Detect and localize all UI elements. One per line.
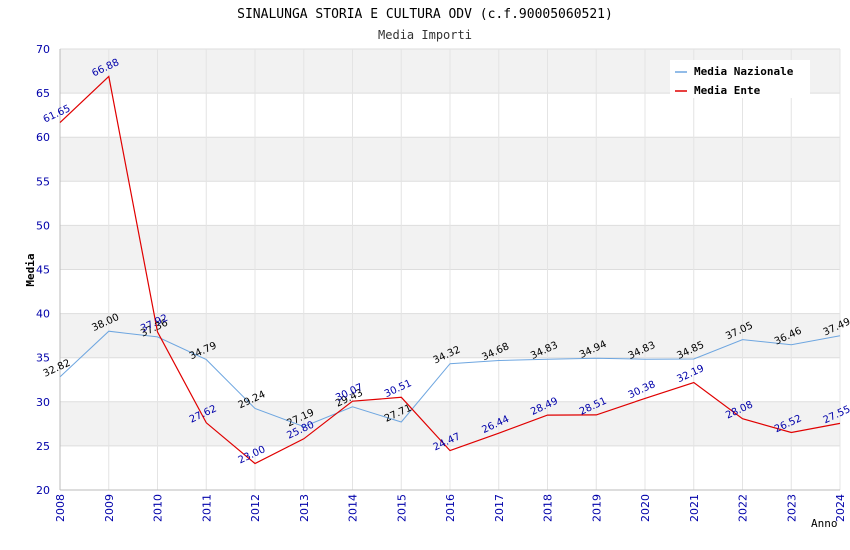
legend-label-ente: Media Ente — [694, 84, 761, 97]
legend-box — [670, 60, 810, 98]
data-label-ente: 23.00 — [237, 444, 268, 466]
chart-title: SINALUNGA STORIA E CULTURA ODV (c.f.9000… — [237, 7, 613, 22]
x-tick-label: 2010 — [152, 494, 165, 522]
data-label-ente: 32.19 — [675, 363, 706, 385]
series-line-nazionale — [59, 330, 841, 428]
x-tick-label: 2008 — [54, 494, 67, 522]
data-label-ente: 61.65 — [42, 103, 73, 125]
y-tick-label: 20 — [36, 484, 50, 497]
x-axis-label: Anno — [811, 517, 838, 530]
series-line-ente — [59, 75, 841, 465]
y-tick-label: 50 — [36, 219, 50, 232]
series-lines — [59, 75, 841, 465]
y-tick-label: 40 — [36, 308, 50, 321]
y-tick-label: 35 — [36, 352, 50, 365]
y-tick-label: 65 — [36, 87, 50, 100]
x-tick-label: 2021 — [688, 494, 701, 522]
y-tick-label: 45 — [36, 264, 50, 277]
x-tick-label: 2014 — [347, 494, 360, 522]
y-tick-label: 30 — [36, 396, 50, 409]
grid-lines — [59, 48, 841, 491]
y-tick-label: 55 — [36, 175, 50, 188]
x-tick-label: 2019 — [590, 494, 603, 522]
x-tick-label: 2016 — [444, 494, 457, 522]
y-tick-label: 70 — [36, 43, 50, 56]
chart-subtitle: Media Importi — [378, 28, 472, 42]
legend: Media Nazionale Media Ente — [670, 60, 810, 98]
x-tick-label: 2015 — [395, 494, 408, 522]
x-tick-label: 2024 — [834, 494, 847, 522]
x-tick-label: 2020 — [639, 494, 652, 522]
y-tick-label: 25 — [36, 440, 50, 453]
x-tick-label: 2022 — [737, 494, 750, 522]
x-tick-label: 2012 — [249, 494, 262, 522]
x-tick-label: 2023 — [785, 494, 798, 522]
y-tick-label: 60 — [36, 131, 50, 144]
x-tick-label: 2017 — [493, 494, 506, 522]
data-label-ente: 30.38 — [627, 379, 658, 401]
y-axis-label: Media — [24, 253, 37, 286]
y-tick-labels: 20 25 30 35 40 45 50 55 60 65 70 — [36, 43, 50, 497]
x-tick-label: 2011 — [200, 494, 213, 522]
x-tick-labels: 2008 2009 2010 2011 2012 2013 2014 2015 2016 2017… — [54, 494, 847, 522]
x-tick-label: 2009 — [103, 494, 116, 522]
x-tick-label: 2018 — [542, 494, 555, 522]
legend-label-nazionale: Media Nazionale — [694, 65, 794, 78]
x-tick-label: 2013 — [298, 494, 311, 522]
data-label-ente: 30.51 — [383, 378, 414, 400]
